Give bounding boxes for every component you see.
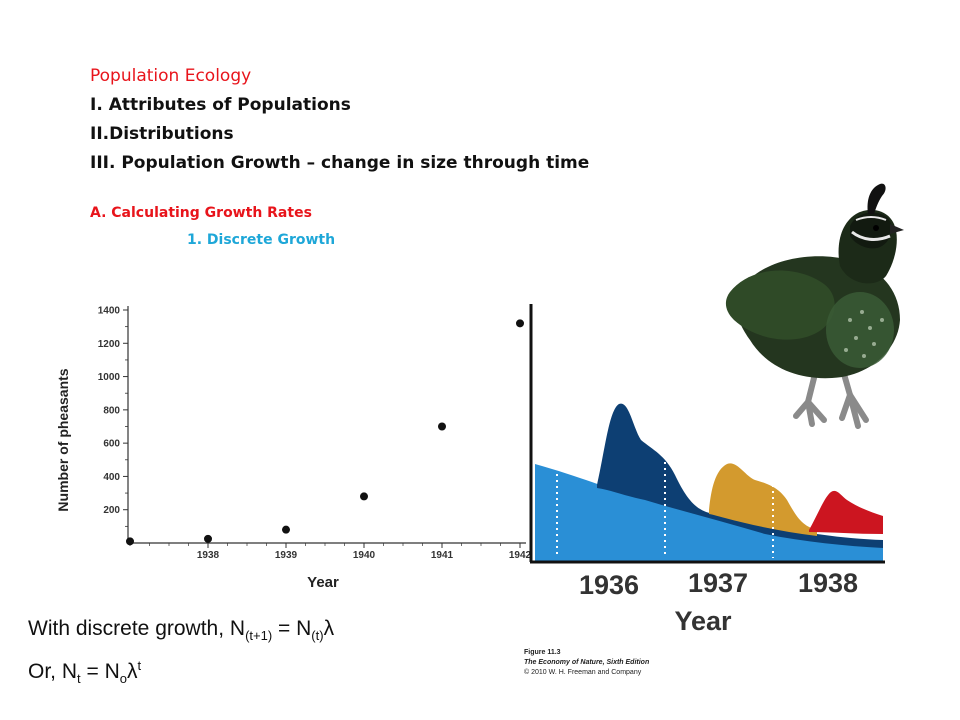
caption-book-title: The Economy of Nature, Sixth Edition xyxy=(524,659,650,666)
stream-x-axis-label: Year xyxy=(674,606,732,636)
formula-line-1-lambda: λ xyxy=(323,617,335,640)
formula-line-2-text: Or, N xyxy=(28,660,78,684)
quail-face-stripe-2 xyxy=(855,216,887,221)
scatter-point xyxy=(516,319,524,328)
scatter-y-tick-label: 600 xyxy=(103,439,120,450)
stream-tick-label-1937: 1937 xyxy=(688,568,748,598)
scatter-y-tick-label: 200 xyxy=(103,505,120,516)
scatter-point xyxy=(282,525,290,534)
formula-line-2-equals: = N xyxy=(80,660,120,684)
quail-topknot xyxy=(867,183,886,214)
outline-sub-a: A. Calculating Growth Rates xyxy=(90,205,312,221)
scatter-y-axis-label: Number of pheasants xyxy=(55,368,71,511)
scatter-point xyxy=(204,534,212,543)
outline-item-3: III. Population Growth – change in size … xyxy=(90,153,590,173)
stream-tick-label-1936: 1936 xyxy=(579,570,639,600)
caption-figure-number: Figure 11.3 xyxy=(524,649,561,656)
stream-dark-blue-area xyxy=(597,403,883,548)
scatter-x-tick-label: 1939 xyxy=(275,550,298,561)
quail-eye xyxy=(873,225,879,231)
scatter-y-tick-label: 400 xyxy=(103,472,120,483)
formula-line-1-equals: = N xyxy=(272,617,312,640)
population-stream-graph: 1936 1937 1938 Year xyxy=(529,304,885,636)
outline-item-1: I. Attributes of Populations xyxy=(90,95,351,115)
quail-beak xyxy=(890,224,904,234)
scatter-x-tick-label: 1938 xyxy=(197,550,220,561)
quail-belly-speckles xyxy=(844,310,884,358)
formula-line-1: With discrete growth, N(t+1) = N(t)λ xyxy=(28,614,334,651)
scatter-point xyxy=(126,537,134,546)
formula-line-2-subscript-2: o xyxy=(119,671,127,687)
formula-line-1-subscript-1: (t+1) xyxy=(245,628,273,644)
quail-wing xyxy=(725,270,835,340)
quail-face-stripe xyxy=(851,230,891,241)
formula-line-2-lambda: λ xyxy=(126,660,138,684)
scatter-y-tick-label: 1400 xyxy=(98,306,121,317)
formula-line-1-text: With discrete growth, N xyxy=(28,617,246,640)
formula-line-1-subscript-2: (t) xyxy=(311,628,324,644)
outline-item-2: II.Distributions xyxy=(90,124,234,144)
outline: Population Ecology I. Attributes of Popu… xyxy=(90,62,589,178)
quail-belly xyxy=(826,292,894,368)
scatter-x-axis-label: Year xyxy=(307,574,339,591)
discrete-growth-formula: With discrete growth, N(t+1) = N(t)λ Or,… xyxy=(28,614,334,694)
stream-red-area xyxy=(809,490,883,534)
stream-orange-area xyxy=(709,463,817,536)
scatter-x-tick-label: 1940 xyxy=(353,550,376,561)
scatter-y-tick-label: 800 xyxy=(103,405,120,416)
scatter-y-tick-label: 1000 xyxy=(98,372,121,383)
outline-sub-1: 1. Discrete Growth xyxy=(187,232,336,248)
caption-copyright: © 2010 W. H. Freeman and Company xyxy=(524,669,642,676)
quail-illustration xyxy=(725,183,904,429)
formula-line-2-superscript: t xyxy=(137,658,142,674)
formula-line-2-subscript-1: t xyxy=(77,671,81,687)
scatter-point xyxy=(360,492,368,501)
figure-caption: Figure 11.3 The Economy of Nature, Sixth… xyxy=(524,648,649,678)
formula-line-2: Or, Nt = Noλt xyxy=(28,651,334,694)
scatter-y-tick-label: 1200 xyxy=(98,339,121,350)
scatter-x-tick-label: 1942 xyxy=(509,550,530,561)
pheasant-scatter-chart: 200 400 600 800 1000 1200 1400 1938 1939 1940 1941… xyxy=(55,306,530,592)
scatter-point xyxy=(438,422,446,431)
stream-tick-label-1938: 1938 xyxy=(798,568,858,598)
outline-title: Population Ecology xyxy=(90,66,252,86)
scatter-x-tick-label: 1941 xyxy=(431,550,454,561)
